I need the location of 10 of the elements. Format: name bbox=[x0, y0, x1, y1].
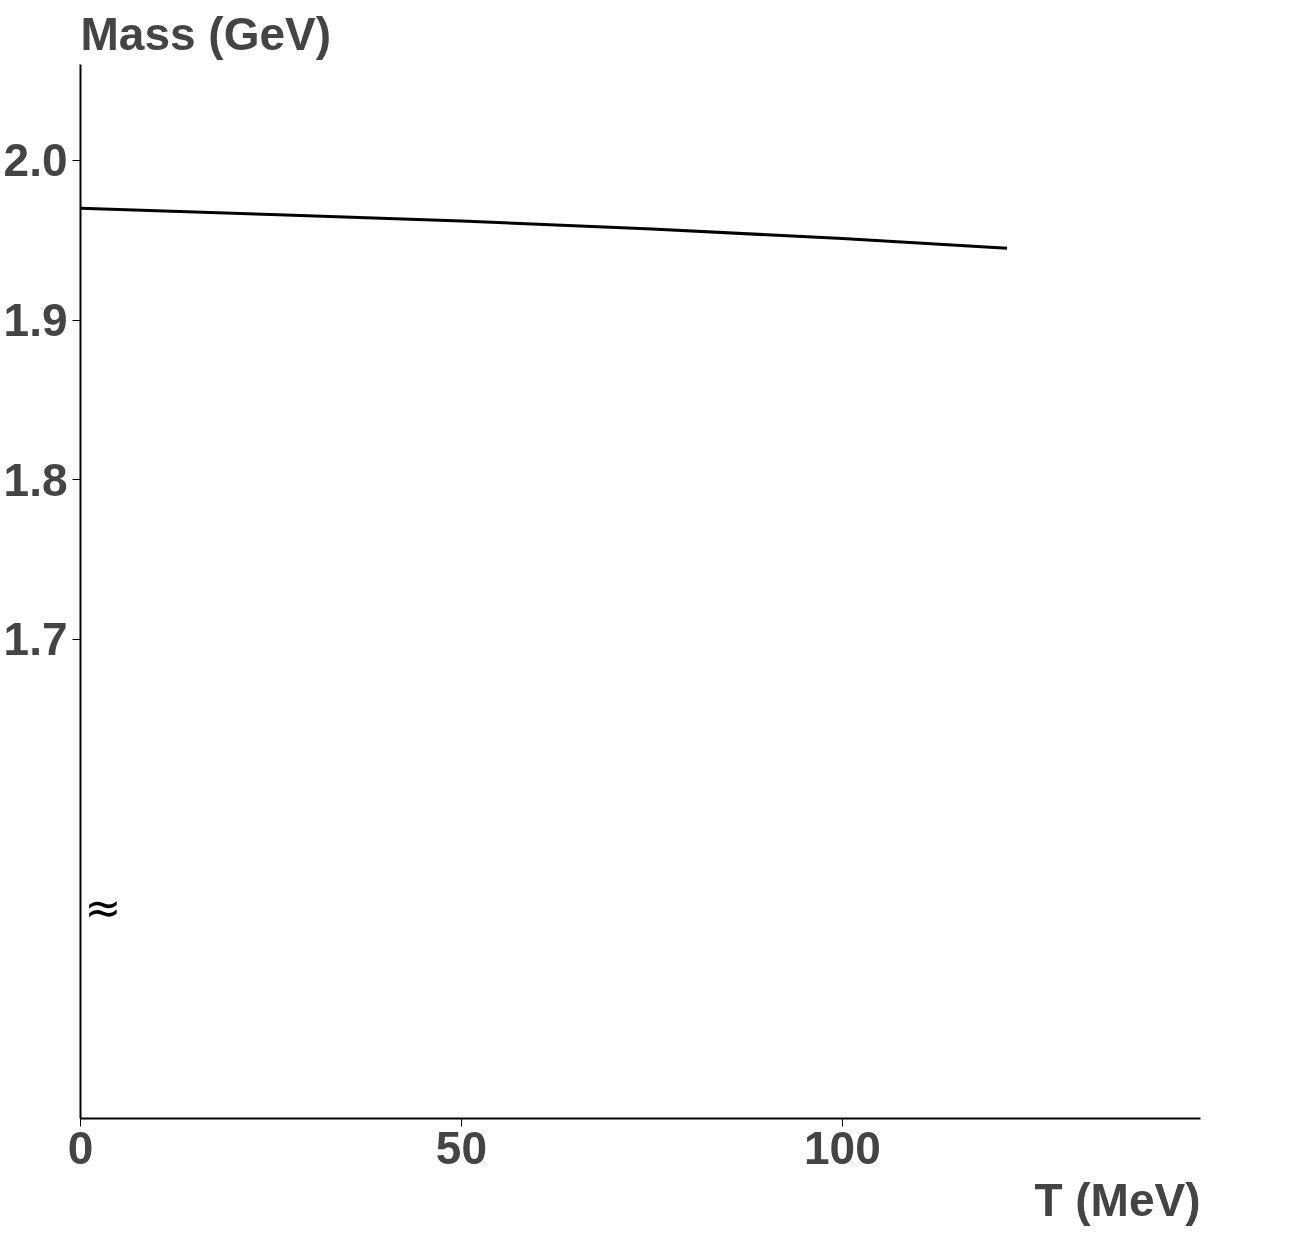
x-tick-label: 0 bbox=[67, 1121, 94, 1174]
y-tick-label: 1.7 bbox=[3, 613, 68, 666]
y-axis-title: Mass (GeV) bbox=[80, 7, 332, 60]
y-tick-label: 2.0 bbox=[3, 134, 68, 187]
annotation: ≈ bbox=[84, 882, 122, 934]
x-tick-label: 50 bbox=[435, 1121, 488, 1174]
x-tick-label: 100 bbox=[804, 1121, 881, 1174]
x-axis-title: T (MeV) bbox=[1034, 1173, 1201, 1226]
y-tick-label: 1.9 bbox=[3, 294, 68, 347]
y-tick-label: 1.8 bbox=[3, 453, 68, 506]
